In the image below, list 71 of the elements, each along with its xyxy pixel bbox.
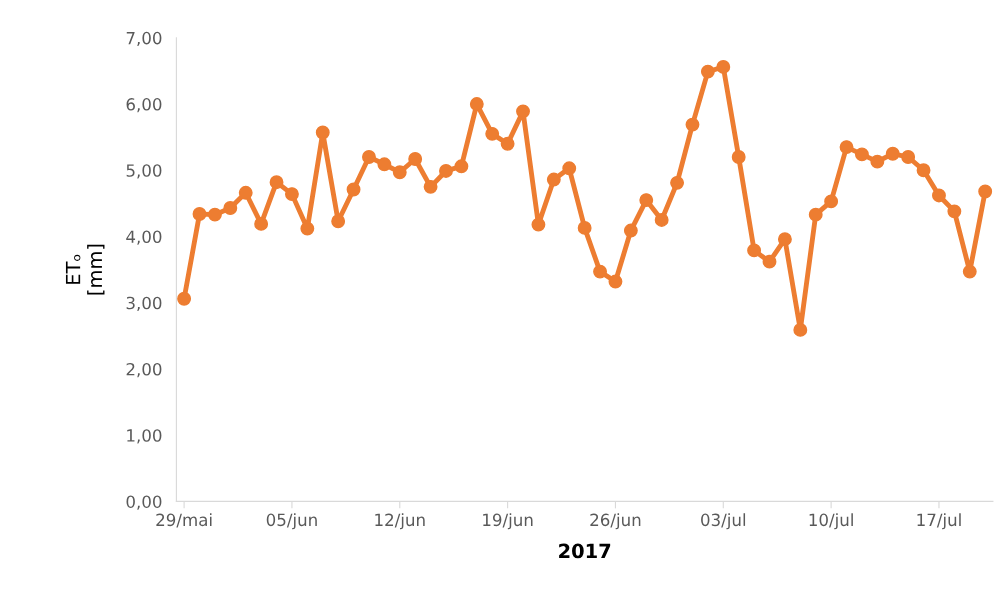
point [284,187,299,202]
point [762,254,777,269]
point [639,193,654,208]
point [685,117,700,132]
point [254,216,269,231]
point [562,161,577,176]
point [593,264,607,279]
point [392,165,407,180]
point [485,126,500,141]
point [531,217,546,232]
point [331,214,346,229]
point [546,172,561,187]
point [901,150,916,164]
point [747,243,762,258]
point [870,154,885,169]
point [315,125,330,140]
point [978,184,993,199]
x-tick-label: 26/jun [590,513,641,530]
point [223,201,238,215]
x-tick-label: 12/jun [375,513,425,530]
point [654,213,669,227]
point [423,179,438,194]
x-tick-label: 17/jul [917,513,961,530]
point [824,194,839,209]
point [516,104,530,119]
y-tick-label: 7,00 [126,31,162,47]
point [469,97,484,111]
point [238,185,253,200]
point [670,175,685,190]
point [408,152,423,166]
x-tick-label: 05/jun [266,513,317,530]
y-tick-label: 5,00 [126,164,162,179]
point [885,146,900,161]
point [577,220,592,235]
point [454,159,469,174]
point [362,150,376,164]
point [700,64,715,79]
point [777,232,792,247]
y-tick-label: 4,00 [126,230,162,245]
point [932,188,946,203]
point [269,175,284,190]
point [962,264,977,279]
point [854,147,869,162]
point [192,207,207,221]
point [207,207,222,222]
point [916,163,931,178]
x-tick-label: 03/jul [701,513,746,530]
y-tick-label: 1,00 [127,429,162,444]
point [608,274,623,289]
point [731,150,746,164]
point [177,291,192,306]
point [300,221,315,236]
point [947,204,962,219]
y-axis-title: ETₒ [mm] [65,244,105,295]
y-tick-label: 6,00 [126,98,162,113]
point [377,157,392,172]
y-tick-label: 2,00 [126,362,162,378]
point [623,223,638,238]
point [793,322,808,337]
x-tick-label: 10/jul [809,513,853,530]
point [808,207,823,222]
x-tick-label: 19/jun [483,513,533,530]
x-tick-label: 29/mai [156,513,212,528]
point [346,182,361,197]
y-tick-label: 3,00 [126,296,162,311]
point [839,140,854,155]
x-axis-title: 2017 [559,543,611,559]
point [439,163,453,178]
point [716,60,731,74]
point [500,136,515,151]
y-tick-label: 0,00 [126,495,162,510]
